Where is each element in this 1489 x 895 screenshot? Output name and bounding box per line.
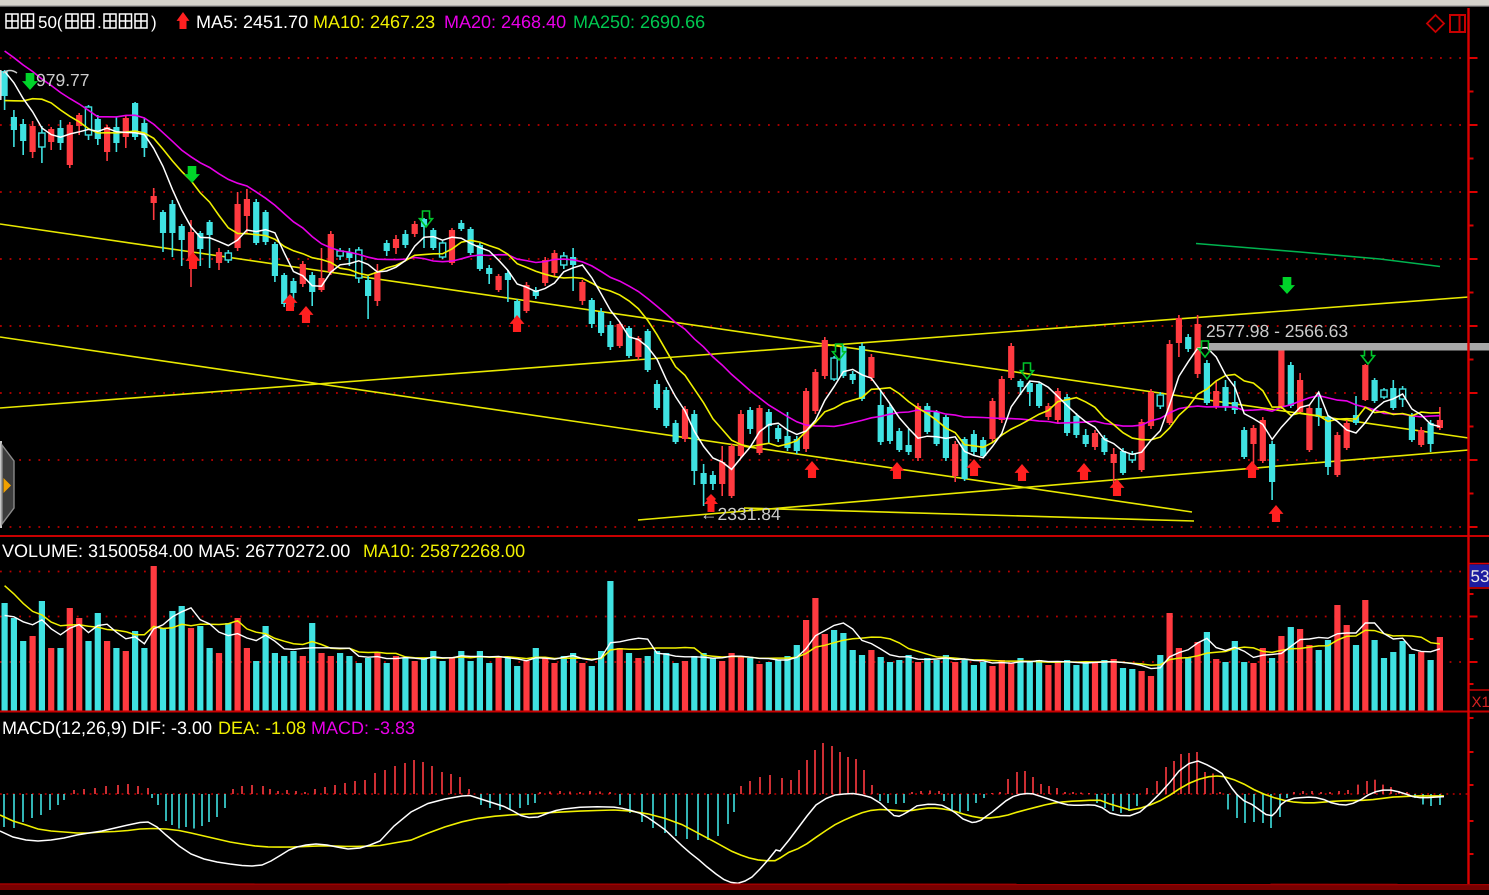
svg-text:53: 53	[1471, 567, 1489, 586]
svg-text:MACD(12,26,9) DIF: -3.00: MACD(12,26,9) DIF: -3.00	[2, 718, 212, 738]
svg-text:MA20: 2468.40: MA20: 2468.40	[444, 12, 566, 32]
svg-text:DEA: -1.08: DEA: -1.08	[218, 718, 306, 738]
svg-text:MA250: 2690.66: MA250: 2690.66	[573, 12, 705, 32]
svg-text:MA5: 2451.70: MA5: 2451.70	[196, 12, 308, 32]
svg-text:.: .	[97, 13, 102, 32]
svg-text:VOLUME: 31500584.00 MA5: 2677: VOLUME: 31500584.00 MA5: 26770272.00	[2, 541, 350, 561]
svg-text:50(: 50(	[38, 13, 63, 32]
svg-text:X1: X1	[1472, 694, 1489, 711]
svg-text:): )	[151, 13, 157, 32]
svg-text:MACD: -3.83: MACD: -3.83	[311, 718, 415, 738]
svg-text:2577.98 - 2566.63: 2577.98 - 2566.63	[1206, 321, 1348, 341]
svg-text:MA10: 25872268.00: MA10: 25872268.00	[363, 541, 525, 561]
svg-text:MA10: 2467.23: MA10: 2467.23	[313, 12, 435, 32]
svg-text:979.77: 979.77	[36, 70, 90, 90]
svg-text:←2331.84: ←2331.84	[700, 504, 781, 524]
